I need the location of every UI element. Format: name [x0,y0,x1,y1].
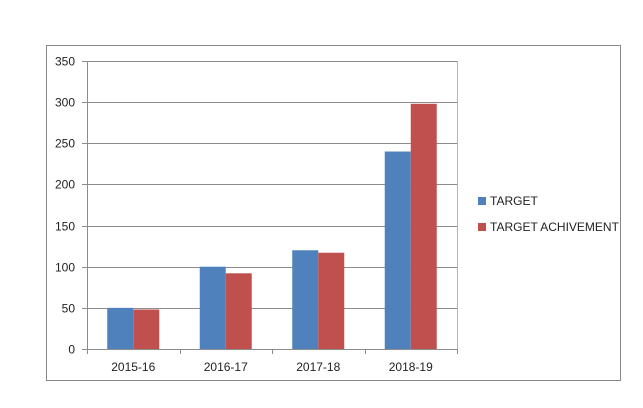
legend: TARGET TARGET ACHIVEMENT [478,194,620,234]
x-tick-label: 2018-19 [389,360,433,374]
y-tick-label: 150 [55,220,75,234]
bar-target-2015-16 [107,307,134,349]
y-tick-label: 100 [55,261,75,275]
x-tick-label: 2017-18 [296,360,340,374]
bar-target-achivement-2016-17 [225,273,252,349]
y-tick-label: 50 [62,302,76,316]
bars [107,103,437,349]
bar-target-2018-19 [384,151,411,349]
axes [87,61,458,354]
x-tick-label: 2015-16 [111,360,155,374]
legend-label: TARGET ACHIVEMENT [490,220,620,234]
x-axis-ticks: 2015-16 2016-17 2017-18 2018-19 [111,360,433,374]
y-tick-label: 0 [68,343,75,357]
bar-target-achivement-2018-19 [410,103,437,349]
bar-target-achivement-2015-16 [133,309,160,349]
y-axis-ticks: 0 50 100 150 200 250 300 350 [55,55,87,357]
legend-swatch [478,223,486,231]
y-tick-label: 250 [55,137,75,151]
bar-target-2017-18 [292,250,319,349]
chart-frame [46,45,621,381]
y-tick-label: 200 [55,178,75,192]
legend-swatch [478,197,486,205]
y-tick-label: 350 [55,55,75,69]
bar-target-2016-17 [199,266,226,349]
bar-target-achivement-2017-18 [318,252,345,349]
x-tick-label: 2016-17 [204,360,248,374]
legend-label: TARGET [490,194,538,208]
y-tick-label: 300 [55,96,75,110]
